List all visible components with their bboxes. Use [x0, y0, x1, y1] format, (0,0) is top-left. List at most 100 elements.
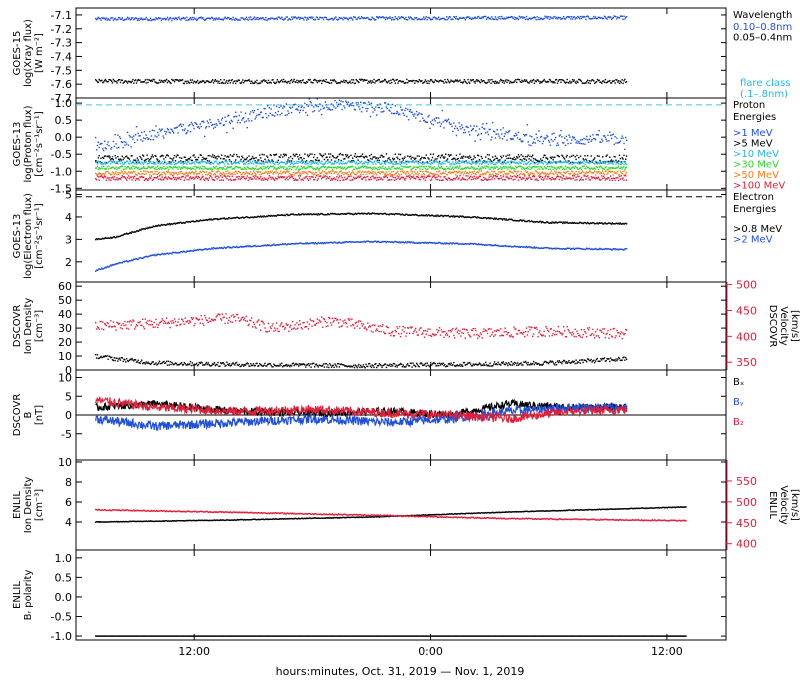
data-point — [312, 162, 314, 165]
data-point — [501, 79, 503, 82]
data-point — [193, 127, 195, 130]
data-point — [302, 166, 304, 168]
data-point — [532, 17, 534, 19]
data-point — [459, 165, 461, 167]
data-point — [291, 18, 294, 20]
data-point — [186, 16, 188, 19]
data-point — [142, 228, 145, 230]
data-point — [466, 126, 468, 128]
data-point — [208, 168, 210, 170]
data-point — [609, 131, 611, 133]
data-point — [592, 176, 594, 178]
data-point — [472, 178, 474, 180]
data-point — [594, 174, 597, 176]
data-point — [99, 176, 101, 178]
data-point — [250, 168, 252, 170]
data-point — [126, 165, 129, 168]
data-point — [268, 172, 271, 174]
data-point — [364, 155, 366, 158]
data-point — [190, 172, 193, 174]
data-point — [416, 18, 419, 21]
data-point — [409, 161, 412, 163]
data-point — [619, 80, 622, 82]
data-point — [347, 82, 349, 84]
data-point — [242, 176, 244, 178]
data-point — [207, 17, 209, 19]
data-point — [610, 162, 613, 164]
data-point — [211, 80, 213, 82]
data-point — [475, 17, 477, 19]
data-point — [228, 166, 230, 169]
data-point — [104, 168, 107, 170]
data-point — [178, 173, 180, 175]
data-point — [501, 161, 504, 164]
data-point — [338, 82, 341, 84]
data-point — [624, 170, 626, 172]
data-point — [541, 142, 544, 145]
data-point — [535, 80, 537, 83]
data-point — [306, 178, 309, 180]
data-point — [623, 179, 625, 181]
data-point — [118, 177, 121, 180]
data-point — [96, 163, 99, 165]
data-point — [281, 16, 283, 18]
data-point — [318, 170, 320, 172]
data-point — [291, 106, 294, 108]
data-point — [218, 80, 220, 82]
data-point — [231, 168, 233, 170]
data-point — [391, 19, 393, 21]
data-point — [590, 155, 592, 157]
data-point — [532, 142, 534, 144]
data-point — [133, 135, 135, 137]
data-point — [560, 81, 562, 83]
data-point — [266, 155, 268, 157]
data-point — [336, 82, 338, 85]
data-point — [102, 81, 104, 84]
data-point — [467, 126, 469, 129]
data-point — [383, 17, 385, 19]
data-point — [108, 165, 110, 167]
data-point — [420, 170, 422, 172]
data-point — [418, 165, 420, 168]
data-point — [393, 179, 396, 181]
data-point — [181, 125, 183, 127]
data-point — [600, 17, 602, 19]
data-point — [541, 162, 544, 164]
data-point — [509, 138, 512, 140]
data-point — [475, 173, 477, 176]
data-point — [391, 161, 393, 163]
data-point — [372, 175, 374, 177]
data-point — [337, 103, 340, 105]
data-point — [204, 127, 207, 129]
data-point — [173, 17, 175, 20]
data-point — [277, 163, 279, 165]
data-point — [301, 167, 303, 170]
data-point — [345, 168, 347, 170]
data-point — [483, 127, 485, 130]
data-point — [218, 156, 220, 158]
data-point — [344, 162, 346, 165]
data-point — [242, 17, 244, 19]
data-point — [153, 163, 155, 165]
data-point — [313, 173, 316, 175]
data-point — [508, 157, 510, 159]
data-point — [571, 161, 574, 163]
data-point — [184, 128, 186, 130]
data-point — [236, 172, 239, 175]
data-point — [508, 172, 510, 174]
data-point — [424, 17, 427, 19]
data-point — [285, 163, 287, 165]
data-point — [393, 174, 396, 176]
data-point — [375, 176, 377, 179]
data-point — [165, 163, 168, 165]
flare-class-label: flare class — [740, 78, 790, 89]
data-point — [553, 173, 555, 176]
data-point — [284, 179, 287, 181]
data-point — [137, 159, 139, 161]
data-point — [417, 113, 419, 116]
data-point — [532, 175, 535, 177]
data-point — [411, 161, 413, 163]
data-point — [425, 170, 427, 172]
data-point — [111, 166, 114, 169]
data-point — [532, 17, 535, 19]
